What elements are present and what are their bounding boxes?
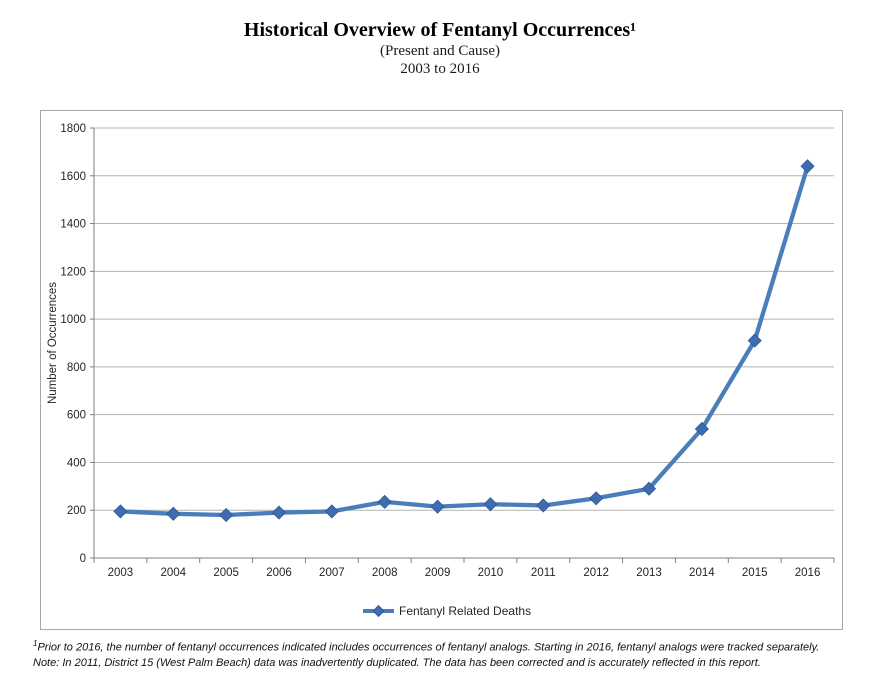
y-tick-label: 1400 — [60, 219, 86, 231]
y-tick-label: 1600 — [60, 171, 86, 183]
x-tick-label: 2006 — [266, 567, 292, 579]
data-point-marker — [324, 504, 339, 519]
x-tick-label: 2011 — [531, 567, 556, 579]
chart-subtitle-1: (Present and Cause) — [380, 43, 500, 59]
data-point-marker — [694, 421, 709, 437]
legend-marker-icon — [372, 604, 385, 618]
data-point-marker — [166, 506, 181, 521]
legend-label: Fentanyl Related Deaths — [399, 604, 531, 618]
gridlines — [94, 127, 834, 511]
x-tick-label: 2013 — [636, 567, 662, 579]
chart-header: Historical Overview of Fentanyl Occurren… — [0, 18, 880, 78]
x-tick-labels: 2003 2004 2005 2006 2007 2008 2009 2010 2011 2012… — [108, 567, 821, 579]
data-series — [113, 159, 815, 523]
y-tick-labels: 0 200 400 600 800 1000 1200 1400 1600 1800 — [60, 123, 86, 565]
footnote-superscript: 1 — [33, 639, 38, 648]
y-axis-title: Number of Occurrences — [47, 282, 59, 404]
data-point-marker — [219, 507, 234, 523]
x-tick-label: 2012 — [583, 567, 609, 579]
x-tick-label: 2015 — [742, 567, 768, 579]
data-point-marker — [641, 481, 657, 496]
data-point-marker — [800, 159, 815, 174]
x-tick-label: 2007 — [319, 567, 345, 579]
x-tick-label: 2014 — [689, 567, 715, 579]
x-tick-label: 2008 — [372, 567, 398, 579]
data-point-marker — [536, 498, 551, 513]
data-point-marker — [483, 497, 498, 512]
y-tick-label: 800 — [67, 362, 86, 374]
x-tick-label: 2010 — [478, 567, 504, 579]
page-title: Historical Overview of Fentanyl Occurren… — [243, 19, 637, 41]
x-tick-label: 2016 — [795, 567, 821, 579]
y-tick-label: 400 — [67, 457, 86, 469]
footnote-1: 1Prior to 2016, the number of fentanyl o… — [33, 639, 820, 654]
footnote-2: Note: In 2011, District 15 (West Palm Be… — [33, 656, 761, 669]
data-series-line — [118, 164, 810, 518]
data-point-marker — [377, 494, 392, 509]
chart-subtitle-2: 2003 to 2016 — [400, 61, 480, 77]
legend: Fentanyl Related Deaths — [363, 604, 531, 618]
y-tick-label: 200 — [67, 505, 86, 517]
x-tick-label: 2003 — [108, 567, 134, 579]
x-tick-label: 2004 — [160, 567, 186, 579]
y-tick-label: 0 — [80, 553, 86, 565]
data-point-marker — [113, 504, 128, 519]
footnotes: 1Prior to 2016, the number of fentanyl o… — [33, 636, 863, 671]
chart-area: 0 200 400 600 800 1000 1200 1400 1600 1800 2003 200… — [40, 110, 843, 630]
data-point-marker — [430, 499, 445, 514]
y-tick-label: 600 — [67, 410, 86, 422]
x-tick-label: 2005 — [213, 567, 239, 579]
data-point-marker — [271, 505, 287, 520]
y-tick-label: 1000 — [60, 314, 86, 326]
y-tick-label: 1800 — [60, 123, 86, 135]
axes — [90, 127, 835, 563]
data-point-marker — [589, 491, 604, 506]
x-tick-label: 2009 — [425, 567, 451, 579]
data-point-marker — [747, 333, 762, 348]
y-tick-label: 1200 — [60, 266, 86, 278]
